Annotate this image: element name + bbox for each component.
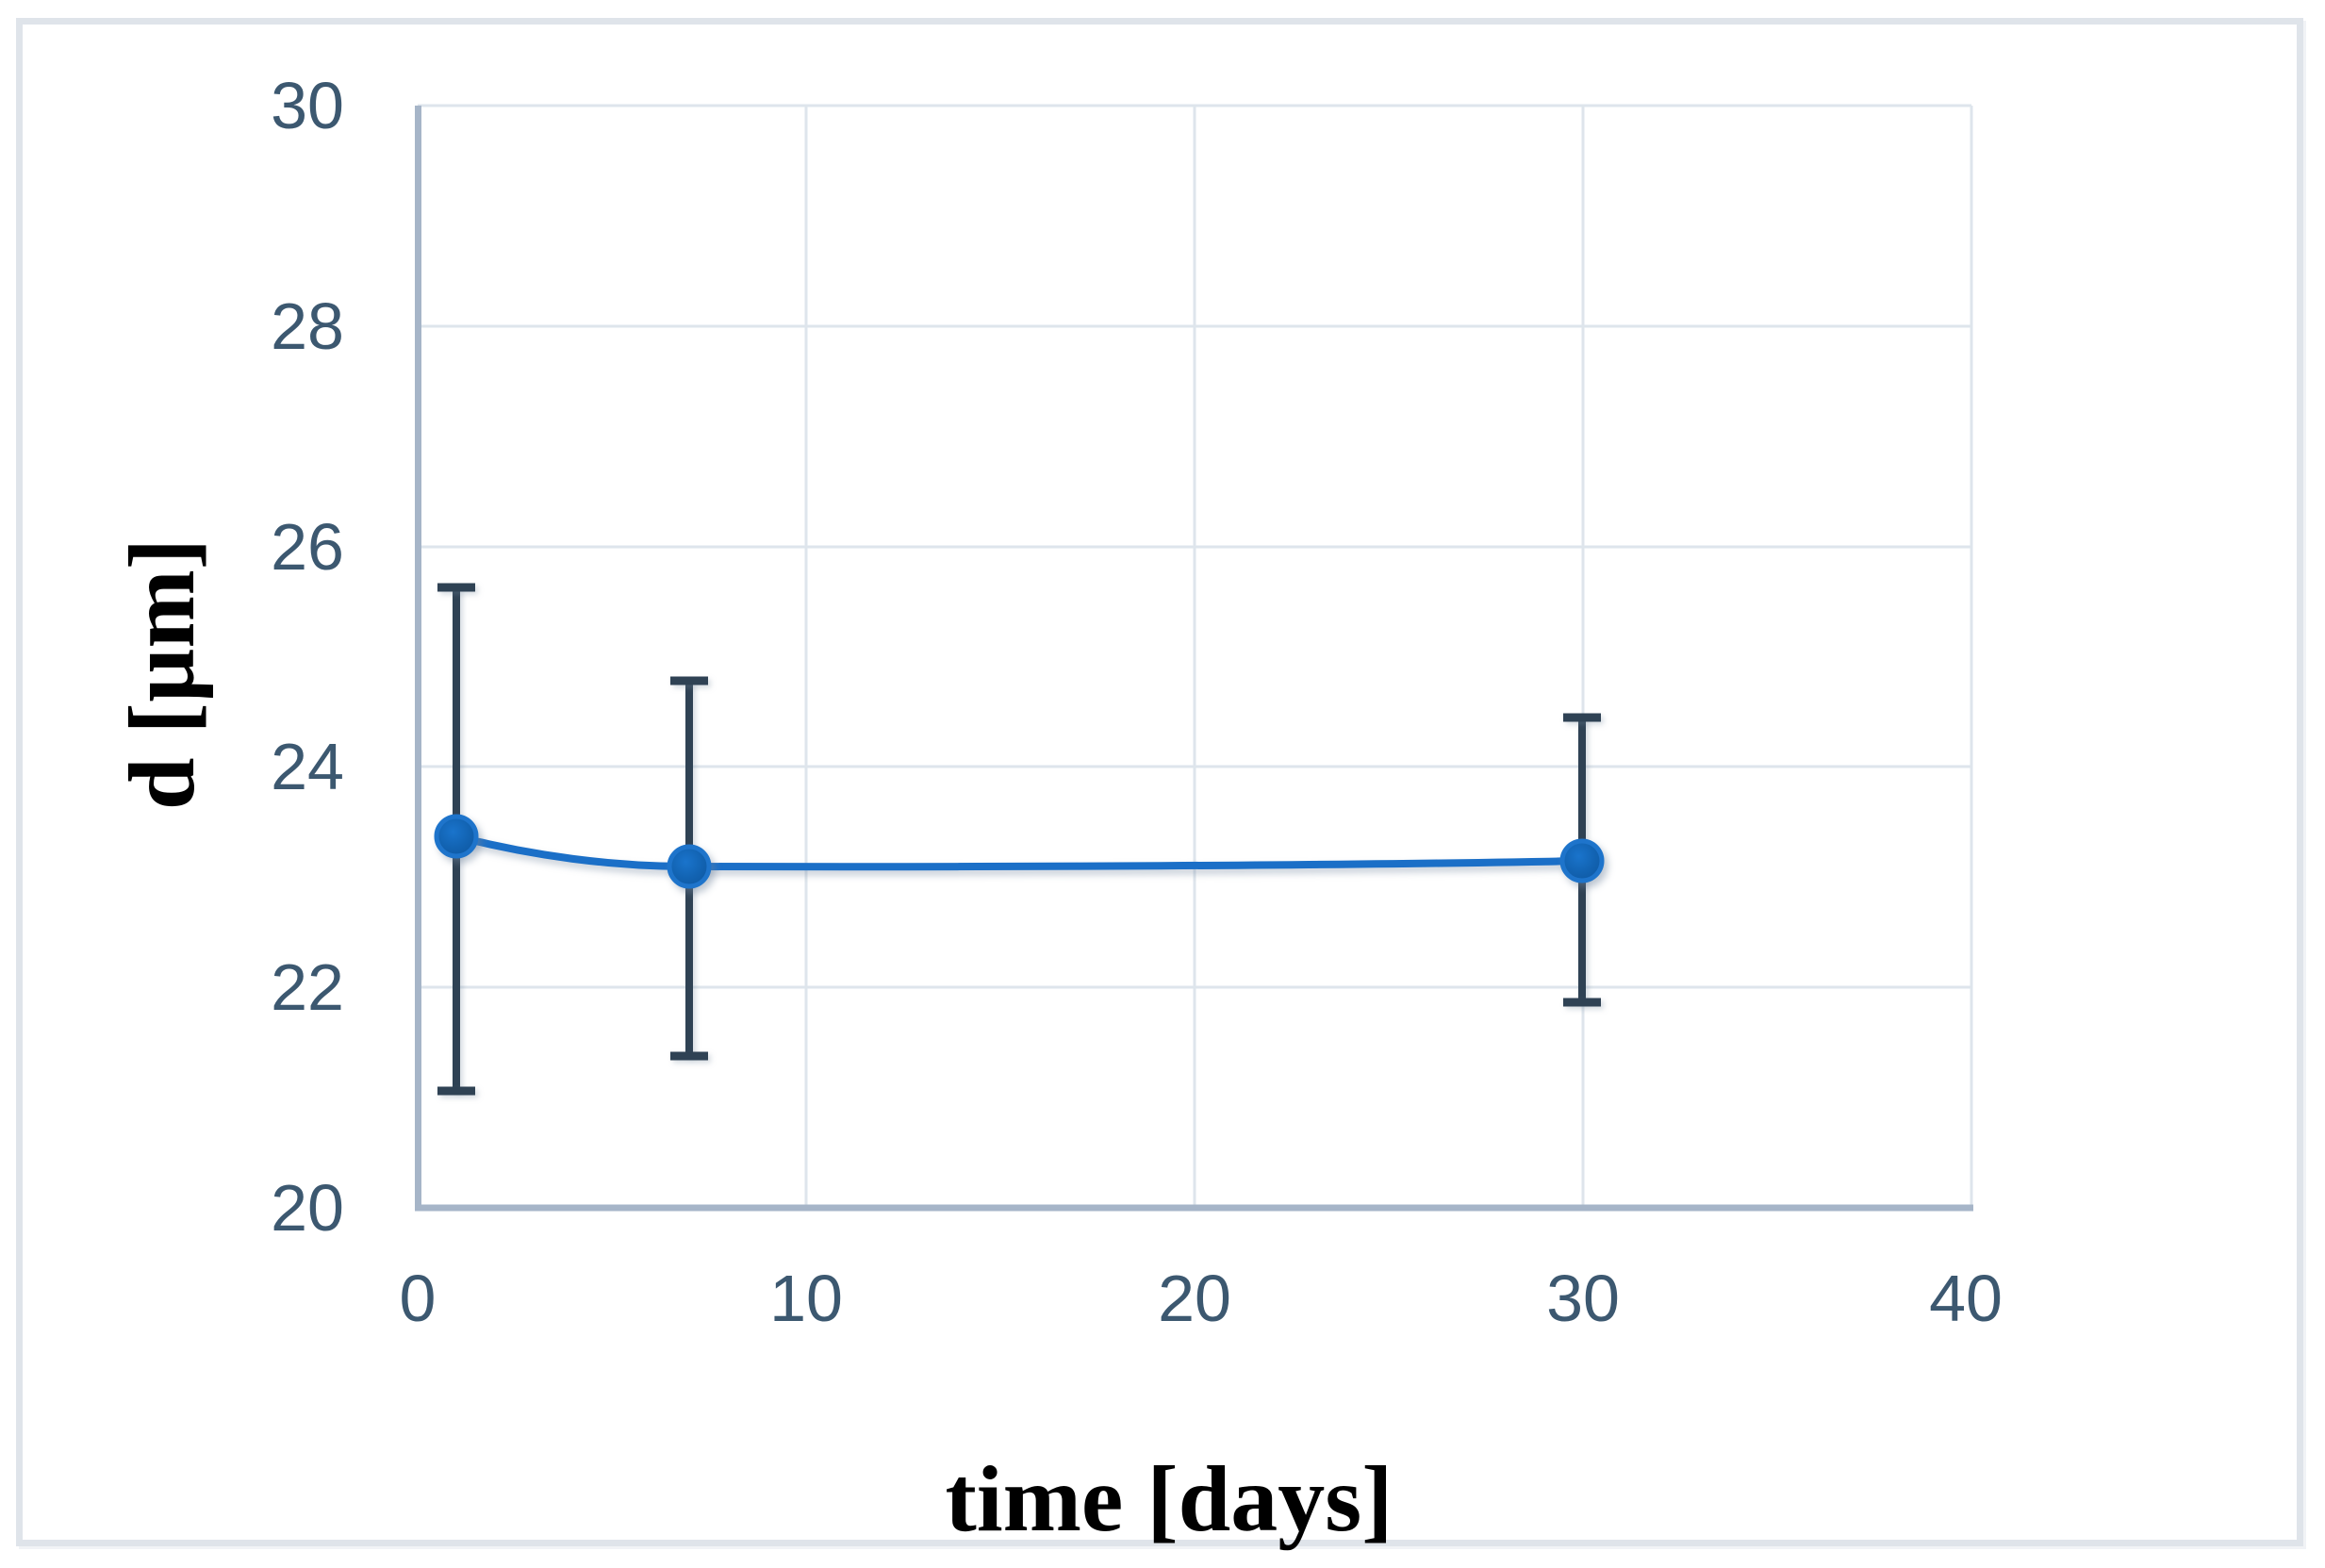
x-axis-title: time [days] xyxy=(945,1446,1393,1551)
y-tick-label: 30 xyxy=(271,69,344,142)
error-bars xyxy=(437,583,1601,1096)
data-point xyxy=(434,814,479,859)
data-series-line xyxy=(453,833,1586,871)
data-point xyxy=(667,844,712,889)
y-tick-label: 28 xyxy=(271,289,344,363)
data-points xyxy=(434,814,1605,889)
x-tick-label: 30 xyxy=(1546,1262,1620,1335)
x-tick-label: 10 xyxy=(769,1262,843,1335)
data-point xyxy=(1559,838,1605,883)
y-tick-label: 24 xyxy=(271,730,344,803)
x-tick-label: 40 xyxy=(1929,1262,2003,1335)
y-tick-label: 20 xyxy=(271,1171,344,1245)
y-axis-title: d [µm] xyxy=(109,537,214,811)
x-tick-label: 0 xyxy=(399,1262,437,1335)
gridlines xyxy=(418,104,1973,1208)
chart-outer-border xyxy=(16,18,2303,1546)
y-tick-label: 26 xyxy=(271,510,344,584)
x-tick-label: 20 xyxy=(1158,1262,1231,1335)
y-tick-label: 22 xyxy=(271,950,344,1024)
axis-lines xyxy=(415,106,1973,1212)
